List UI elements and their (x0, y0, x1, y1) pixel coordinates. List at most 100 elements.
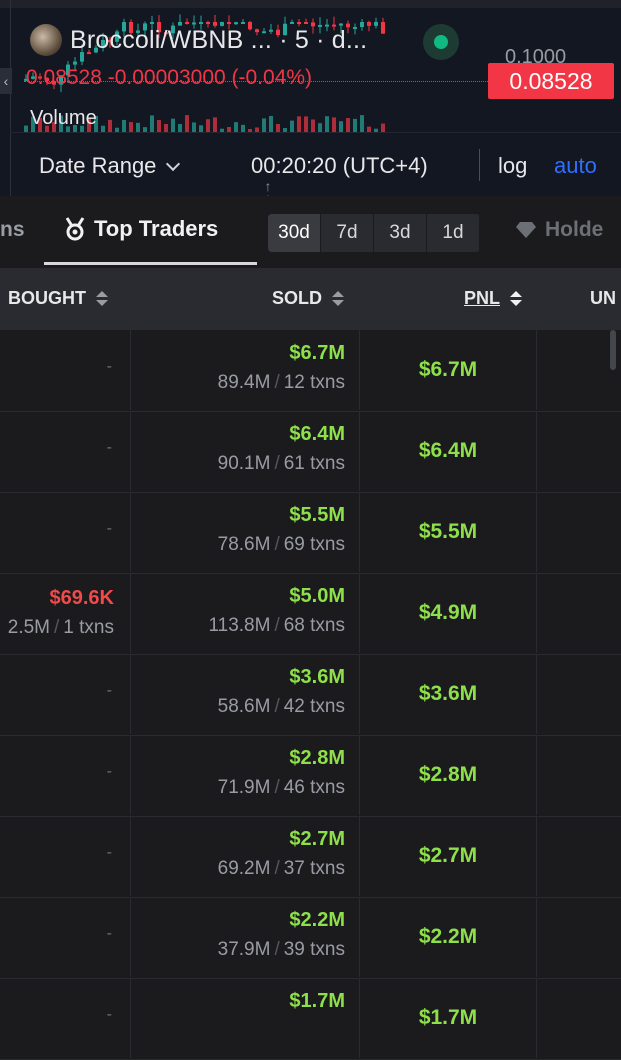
period-selector: 30d 7d 3d 1d (268, 214, 480, 252)
tab-holders[interactable]: Holde (515, 218, 603, 242)
sold-detail: 69.2M/37 txns (217, 858, 345, 879)
pnl-value: $6.4M (418, 439, 478, 462)
volume-bar (199, 125, 203, 132)
header-bought[interactable]: BOUGHT (8, 288, 108, 309)
candle-body (171, 25, 175, 34)
chevron-down-icon (166, 156, 181, 171)
sold-amount: 90.1M (217, 453, 271, 474)
candle-body (290, 22, 294, 24)
sold-usd: $5.0M (289, 585, 345, 607)
date-range-button[interactable]: Date Range (39, 153, 181, 179)
volume-bar (318, 123, 322, 132)
current-price-line (24, 81, 488, 82)
bought-cell: - (0, 492, 131, 572)
diamond-icon (516, 222, 536, 238)
pair-header[interactable]: Broccoli/WBNB ... · 5 · d... (30, 22, 367, 58)
pnl-value: $4.9M (418, 601, 478, 624)
table-row[interactable]: - $3.6M 58.6M/42 txns $3.6M (0, 654, 621, 736)
sold-txns: 42 txns (283, 696, 345, 717)
price-chart[interactable]: Broccoli/WBNB ... · 5 · d... 0.1000 ‹ 0.… (0, 0, 621, 205)
bought-txns: 1 txns (63, 617, 114, 638)
live-status-icon[interactable] (423, 24, 459, 60)
candle-body (157, 22, 161, 33)
candle-body (185, 22, 189, 24)
table-row[interactable]: - $5.5M 78.6M/69 txns $5.5M (0, 492, 621, 574)
volume-bar (150, 115, 154, 132)
candle-body (241, 22, 245, 24)
sold-amount: 78.6M (217, 534, 271, 555)
sold-cell: $2.8M 71.9M/46 txns (131, 735, 360, 815)
sold-amount: 58.6M (217, 696, 271, 717)
pnl-cell: $4.9M (360, 573, 537, 653)
volume-bar (276, 123, 280, 132)
candle-body (164, 32, 168, 35)
pnl-cell: $1.7M (360, 978, 537, 1058)
volume-bar (157, 120, 161, 132)
current-price-tag: 0.08528 (488, 63, 614, 99)
auto-scale-button[interactable]: auto (554, 153, 597, 178)
volume-bar (269, 115, 273, 132)
candle-body (52, 81, 56, 85)
pnl-value: $2.7M (418, 844, 478, 867)
empty-value-dash: - (106, 358, 112, 375)
candlestick-chart (24, 14, 385, 132)
sold-txns: 68 txns (283, 615, 345, 636)
sold-detail: 71.9M/46 txns (217, 777, 345, 798)
table-row[interactable]: $69.6K 2.5M/1 txns $5.0M 113.8M/68 txns $4.9… (0, 573, 621, 655)
sold-cell: $1.7M (131, 978, 360, 1058)
table-row[interactable]: - $6.4M 90.1M/61 txns $6.4M (0, 411, 621, 493)
volume-bar (87, 118, 91, 132)
table-row[interactable]: - $2.2M 37.9M/39 txns $2.2M (0, 897, 621, 979)
log-scale-button[interactable]: log (498, 153, 528, 178)
tab-transactions-partial[interactable]: ns (0, 218, 25, 241)
pnl-cell: $2.2M (360, 897, 537, 977)
candle-body (80, 52, 84, 62)
sold-txns: 12 txns (283, 372, 345, 393)
tab-top-traders[interactable]: Top Traders (64, 216, 218, 242)
empty-value-dash: - (106, 439, 112, 456)
candle-body (248, 22, 252, 30)
volume-bar (101, 125, 105, 132)
header-pnl[interactable]: PNL (464, 288, 522, 309)
bought-cell: - (0, 816, 131, 896)
table-row[interactable]: - $6.7M 89.4M/12 txns $6.7M (0, 330, 621, 412)
tab-top-traders-label: Top Traders (94, 216, 219, 241)
candle-body (262, 31, 266, 34)
volume-bar (290, 120, 294, 132)
scrollbar[interactable] (610, 330, 616, 370)
volume-bar (304, 116, 308, 132)
table-row[interactable]: - $1.7M $1.7M (0, 978, 621, 1060)
table-row[interactable]: - $2.8M 71.9M/46 txns $2.8M (0, 735, 621, 817)
sold-usd: $6.4M (289, 423, 345, 445)
sold-cell: $6.7M 89.4M/12 txns (131, 330, 360, 410)
header-sold[interactable]: SOLD (272, 288, 345, 309)
pnl-value: $2.2M (418, 925, 478, 948)
candle-body (31, 76, 35, 79)
pnl-value: $2.8M (418, 763, 478, 786)
collapse-arrow-icon[interactable]: ‹ (0, 68, 12, 94)
chart-toolbar: Date Range 00:20:20 (UTC+4) log auto (10, 132, 621, 197)
token-avatar (30, 24, 62, 56)
volume-bar (52, 122, 56, 132)
volume-bar (192, 122, 196, 132)
period-1d[interactable]: 1d (427, 214, 480, 252)
volume-bar (80, 125, 84, 132)
table-row[interactable]: - $2.7M 69.2M/37 txns $2.7M (0, 816, 621, 898)
candle-body (220, 22, 224, 26)
volume-bar (171, 118, 175, 132)
sold-detail: 89.4M/12 txns (217, 372, 345, 393)
period-30d[interactable]: 30d (268, 214, 321, 252)
candle-body (360, 22, 364, 28)
period-3d[interactable]: 3d (374, 214, 427, 252)
sold-usd: $2.7M (289, 828, 345, 850)
volume-bar (234, 122, 238, 132)
empty-value-dash: - (106, 520, 112, 537)
candle-body (318, 24, 322, 27)
header-unrealized-partial[interactable]: UN (590, 288, 616, 309)
sold-amount: 89.4M (217, 372, 271, 393)
volume-bar (143, 127, 147, 132)
bought-cell: - (0, 897, 131, 977)
sort-active-icon (510, 291, 522, 306)
period-7d[interactable]: 7d (321, 214, 374, 252)
volume-bar (164, 123, 168, 132)
